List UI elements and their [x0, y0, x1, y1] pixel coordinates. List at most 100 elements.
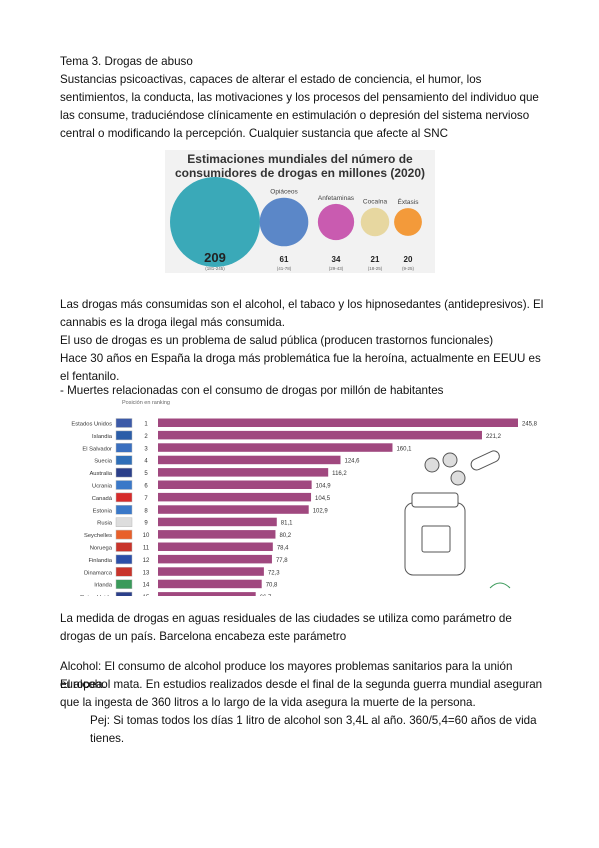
drug-name: Cocaína — [363, 199, 388, 206]
country: Australia — [89, 471, 112, 477]
flag — [115, 480, 133, 490]
rank: 13 — [143, 570, 150, 576]
drug-range: (9-25) — [402, 266, 415, 271]
value-label: 104,5 — [315, 496, 331, 502]
flag — [115, 467, 133, 478]
bar — [158, 480, 312, 489]
bubble — [259, 197, 309, 247]
value-label: 72,3 — [268, 570, 280, 576]
value-label: 160,1 — [396, 446, 412, 452]
value-label: 116,2 — [332, 471, 347, 477]
rank: 9 — [144, 521, 148, 527]
bubble — [317, 203, 355, 241]
paragraph: El alcohol mata. En estudios realizados … — [60, 678, 543, 709]
value-label: 78,4 — [277, 546, 289, 552]
intro: Sustancias psicoactivas, capaces de alte… — [60, 73, 539, 140]
country: Suecia — [94, 459, 113, 465]
paragraph: Las drogas más consumidas son el alcohol… — [60, 298, 544, 329]
country: Seychelles — [84, 533, 112, 539]
bar — [158, 505, 309, 514]
drug-range: (181-245) — [205, 266, 225, 271]
paragraph: Alcohol: El consumo de alcohol produce l… — [60, 660, 513, 691]
heading: Tema 3. Drogas de abuso — [60, 55, 193, 68]
flag — [115, 455, 133, 465]
bar — [158, 443, 393, 452]
country: El Salvador — [82, 446, 112, 452]
drug-range: (18-25) — [368, 266, 383, 271]
country: Islandia — [92, 434, 113, 440]
bubble — [394, 208, 422, 236]
drug-name: Anfetaminas — [318, 195, 355, 202]
flag — [115, 418, 133, 428]
rank: 10 — [143, 533, 150, 539]
bar — [158, 530, 276, 539]
infographic-title: Estimaciones mundiales del número de — [187, 152, 413, 166]
rank: 5 — [144, 471, 148, 477]
country: Ucrania — [92, 484, 113, 490]
rank: 12 — [143, 558, 150, 564]
paragraph: Pej: Si tomas todos los días 1 litro de … — [90, 714, 537, 745]
drug-name: Éxtasis — [398, 197, 420, 206]
rank: 1 — [144, 422, 148, 428]
deaths-chart: Posición en ranking Estados Unidos 1 245,8 I… — [71, 400, 538, 596]
value-label: 70,8 — [266, 583, 278, 589]
value-label: 80,2 — [279, 533, 291, 539]
value-label: 221,2 — [486, 434, 502, 440]
paragraph: La medida de drogas en aguas residuales … — [60, 612, 512, 643]
drug-value: 34 — [332, 255, 341, 264]
country: Estonia — [93, 508, 113, 514]
country: Finlandia — [88, 558, 112, 564]
rank: 2 — [144, 434, 148, 440]
rank: 11 — [143, 546, 150, 552]
bar — [158, 592, 256, 596]
rank: 8 — [144, 508, 148, 514]
pills-illustration — [404, 450, 511, 589]
paragraph: - Muertes relacionadas con el consumo de… — [60, 384, 444, 397]
drug-value: 209 — [204, 250, 226, 265]
flag — [115, 542, 133, 552]
flag — [115, 591, 133, 596]
bar — [158, 455, 341, 465]
bar — [158, 567, 264, 576]
rank: 6 — [144, 484, 148, 490]
bar — [158, 418, 518, 427]
infographic-title: consumidores de drogas en millones (2020… — [175, 166, 425, 180]
country: Canadá — [92, 496, 113, 502]
rank: 3 — [144, 446, 148, 452]
rank-header: Posición en ranking — [122, 400, 170, 406]
flag — [115, 505, 133, 515]
flag — [115, 517, 133, 527]
country: Noruega — [90, 546, 113, 552]
bubble — [170, 177, 260, 267]
value-label: 81,1 — [281, 521, 293, 527]
rank: 14 — [143, 583, 150, 589]
bar — [158, 554, 272, 564]
drug-range: (29-43) — [329, 266, 344, 271]
country: Reino Unido — [80, 595, 112, 596]
bar — [158, 579, 262, 589]
flag — [115, 579, 133, 589]
bar — [158, 468, 329, 477]
value-label: 245,8 — [522, 422, 538, 428]
bar — [158, 492, 312, 502]
bar — [158, 542, 273, 551]
drug-range: (41-78) — [277, 266, 292, 271]
country: Irlanda — [94, 583, 113, 589]
rank: 7 — [144, 496, 148, 502]
value-label: 104,9 — [316, 484, 332, 490]
paragraph: El uso de drogas es un problema de salud… — [60, 334, 494, 347]
rank: 15 — [143, 595, 150, 596]
drug-name: Opiáceos — [270, 189, 298, 196]
drug-value: 61 — [280, 255, 289, 264]
bubble — [360, 207, 390, 237]
bar — [158, 430, 482, 440]
bar — [158, 517, 277, 527]
infographic: Estimaciones mundiales del número decons… — [165, 150, 435, 273]
value-label: 66,7 — [260, 595, 272, 596]
drug-value: 20 — [404, 255, 413, 264]
drug-value: 21 — [371, 255, 380, 264]
country: Rusia — [97, 521, 113, 527]
flag — [115, 529, 133, 540]
flag — [115, 554, 133, 565]
